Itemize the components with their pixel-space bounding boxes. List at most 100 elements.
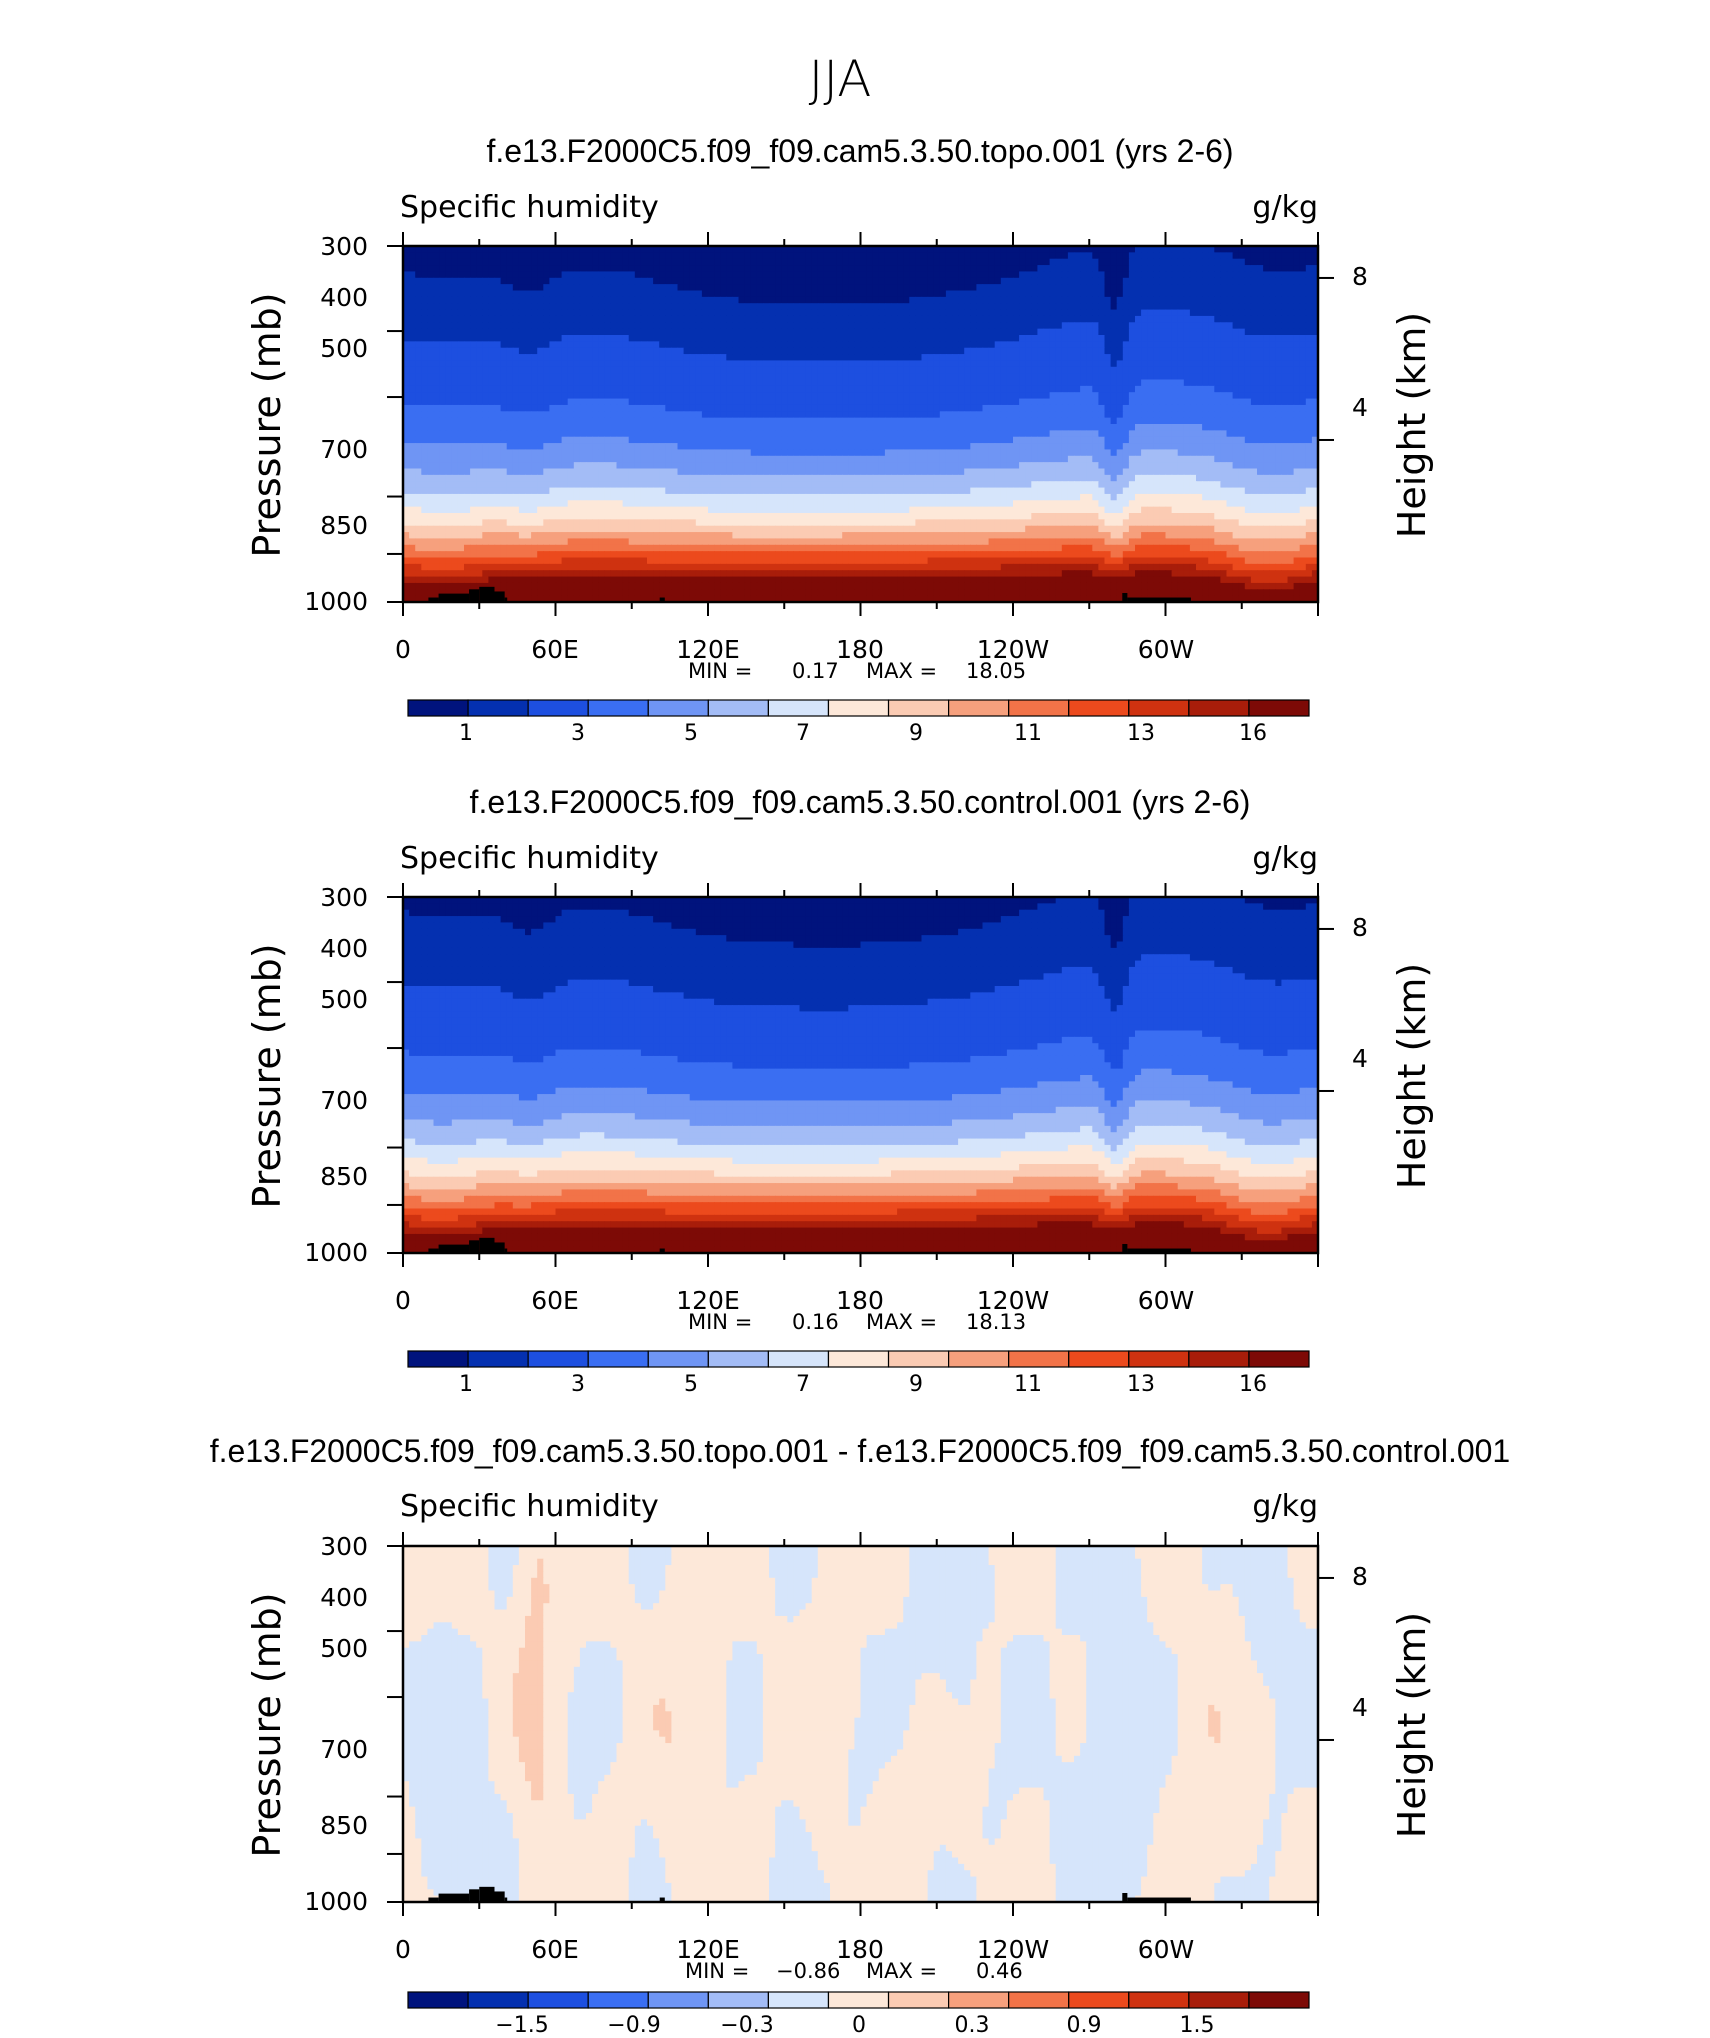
field-cell [573, 246, 581, 253]
field-cell [781, 271, 788, 279]
field-cell [470, 309, 477, 317]
field-cell [665, 436, 672, 444]
field-cell [775, 277, 782, 285]
field-cell [677, 373, 685, 381]
field-cell [683, 449, 691, 457]
field-cell [653, 366, 660, 374]
field-cell [1220, 398, 1228, 406]
field-cell [677, 252, 685, 260]
field-cell [1311, 430, 1318, 438]
field-cell [1226, 252, 1234, 260]
field-cell [592, 360, 599, 368]
field-cell [549, 411, 557, 419]
field-cell [433, 290, 441, 298]
field-cell [506, 455, 514, 463]
field-cell [1171, 252, 1179, 260]
field-cell [781, 284, 788, 292]
field-cell [689, 309, 697, 317]
field-cell [860, 246, 868, 253]
field-cell [543, 392, 550, 400]
field-cell [506, 290, 514, 298]
field-cell [506, 360, 514, 368]
field-cell [549, 284, 557, 292]
field-cell [470, 265, 477, 273]
field-cell [1171, 392, 1179, 400]
field-cell [811, 449, 819, 457]
field-cell [921, 354, 929, 362]
field-cell [543, 366, 550, 374]
field-cell [1299, 322, 1307, 330]
field-cell [628, 252, 636, 260]
field-cell [1287, 430, 1295, 438]
field-cell [762, 424, 770, 431]
field-cell [701, 347, 709, 355]
field-cell [1122, 417, 1130, 425]
field-cell [945, 341, 953, 349]
field-cell [1165, 335, 1173, 342]
field-cell [970, 328, 977, 336]
field-cell [1275, 303, 1282, 311]
field-cell [1275, 296, 1282, 304]
field-cell [494, 309, 502, 317]
field-cell [1049, 296, 1057, 304]
field-cell [750, 265, 758, 273]
field-cell [720, 404, 727, 412]
field-cell [573, 296, 581, 304]
field-cell [494, 265, 502, 273]
field-cell [787, 398, 794, 406]
field-cell [921, 366, 929, 374]
field-cell [1049, 252, 1057, 260]
field-cell [677, 443, 685, 451]
field-cell [482, 379, 489, 387]
field-cell [671, 309, 679, 317]
field-cell [1061, 335, 1069, 342]
field-cell [1208, 341, 1215, 349]
field-cell [403, 296, 410, 304]
field-cell [836, 404, 843, 412]
field-cell [945, 430, 953, 438]
field-cell [830, 271, 837, 279]
field-cell [939, 449, 947, 457]
field-cell [1013, 322, 1020, 330]
field-cell [1293, 424, 1301, 431]
field-cell [671, 290, 679, 298]
field-cell [1141, 277, 1148, 285]
field-cell [433, 398, 441, 406]
field-cell [817, 366, 825, 374]
field-cell [897, 335, 904, 342]
field-cell [866, 424, 874, 431]
field-cell [744, 258, 752, 266]
field-cell [964, 341, 971, 349]
field-cell [701, 398, 709, 406]
field-cell [1147, 436, 1154, 444]
field-cell [1189, 449, 1197, 457]
field-cell [415, 398, 422, 406]
field-cell [756, 328, 764, 336]
field-cell [653, 277, 660, 285]
field-cell [1293, 449, 1301, 457]
field-cell [1013, 417, 1020, 425]
field-cell [976, 335, 984, 342]
field-cell [689, 404, 697, 412]
field-cell [854, 443, 862, 451]
field-cell [945, 347, 953, 355]
field-cell [1238, 290, 1246, 298]
field-cell [933, 385, 941, 393]
field-cell [622, 335, 630, 342]
field-cell [994, 385, 1002, 393]
field-cell [512, 290, 520, 298]
field-cell [1171, 385, 1179, 393]
field-cell [909, 309, 916, 317]
field-cell [604, 246, 611, 253]
field-cell [1275, 443, 1282, 451]
field-cell [970, 252, 977, 260]
field-cell [860, 443, 868, 451]
field-cell [653, 392, 660, 400]
field-cell [860, 411, 868, 419]
field-cell [640, 290, 648, 298]
field-cell [439, 411, 447, 419]
field-cell [1086, 347, 1093, 355]
field-cell [927, 373, 935, 381]
field-cell [1006, 322, 1014, 330]
field-cell [403, 315, 410, 323]
